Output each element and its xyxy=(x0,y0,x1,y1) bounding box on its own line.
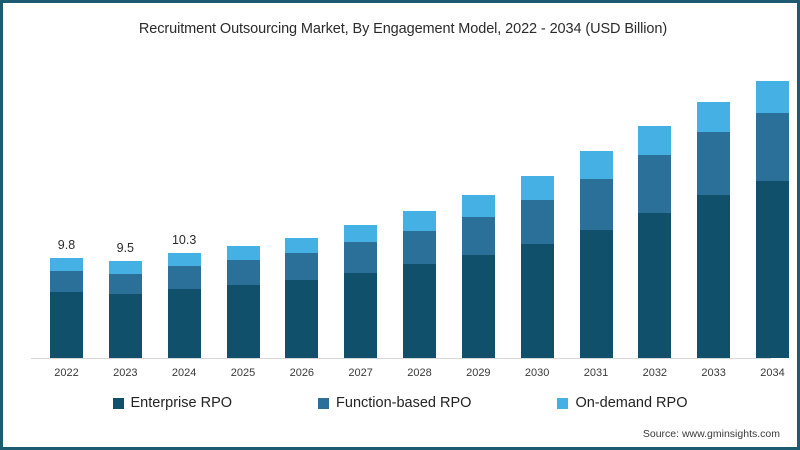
bar-stack xyxy=(285,237,319,358)
bar-segment-enterprise-rpo-2032[interactable] xyxy=(638,213,672,358)
bar-segment-enterprise-rpo-2034[interactable] xyxy=(756,180,789,358)
bar-segment-function-based-rpo-2033[interactable] xyxy=(697,132,731,196)
bar-value-label-2023: 9.5 xyxy=(116,241,135,256)
legend-swatch-icon xyxy=(318,397,330,409)
bar-column-2022[interactable]: 9.8 xyxy=(50,238,83,358)
bar-column-2023[interactable]: 9.5 xyxy=(108,241,142,358)
bar-column-2028[interactable] xyxy=(403,211,436,358)
x-tick-2030: 2030 xyxy=(524,367,550,379)
bar-column-2030[interactable] xyxy=(520,175,554,358)
bar-segment-enterprise-rpo-2027[interactable] xyxy=(344,272,378,358)
bar-value-label-2022: 9.8 xyxy=(57,238,76,253)
bar-segment-function-based-rpo-2026[interactable] xyxy=(285,253,319,280)
bar-column-2032[interactable] xyxy=(638,125,672,358)
legend-item-enterprise-rpo[interactable]: Enterprise RPO xyxy=(112,395,233,411)
bar-segment-function-based-rpo-2022[interactable] xyxy=(50,270,83,292)
bar-stack xyxy=(226,246,260,358)
bar-stack xyxy=(344,224,378,358)
source-attribution: Source: www.gminsights.com xyxy=(642,428,780,440)
bar-segment-function-based-rpo-2029[interactable] xyxy=(461,216,495,256)
bar-segment-function-based-rpo-2031[interactable] xyxy=(579,178,613,230)
x-tick-2029: 2029 xyxy=(466,367,491,379)
bar-stack xyxy=(108,261,142,358)
bar-segment-on-demand-rpo-2030[interactable] xyxy=(520,175,554,201)
legend-swatch-icon xyxy=(112,397,124,409)
legend-label: On-demand RPO xyxy=(575,395,688,411)
x-tick-2032: 2032 xyxy=(642,367,668,379)
legend-label: Function-based RPO xyxy=(336,395,472,411)
bar-column-2033[interactable] xyxy=(697,101,731,358)
bar-segment-enterprise-rpo-2028[interactable] xyxy=(403,264,436,358)
bar-stack xyxy=(638,125,672,358)
bar-segment-enterprise-rpo-2031[interactable] xyxy=(579,229,613,358)
bar-segment-on-demand-rpo-2024[interactable] xyxy=(167,253,201,267)
chart-title: Recruitment Outsourcing Market, By Engag… xyxy=(138,21,668,37)
bar-stack xyxy=(167,253,201,358)
bar-segment-enterprise-rpo-2022[interactable] xyxy=(50,291,83,358)
bar-column-2034[interactable] xyxy=(756,81,789,358)
bar-stack xyxy=(403,211,436,358)
bar-stack xyxy=(520,175,554,358)
bar-segment-function-based-rpo-2025[interactable] xyxy=(226,260,260,285)
x-tick-2023: 2023 xyxy=(113,367,138,379)
bar-segment-enterprise-rpo-2025[interactable] xyxy=(226,284,260,358)
bar-segment-enterprise-rpo-2026[interactable] xyxy=(285,279,319,358)
x-tick-2026: 2026 xyxy=(289,367,315,379)
bar-segment-function-based-rpo-2030[interactable] xyxy=(520,200,554,245)
x-tick-2025: 2025 xyxy=(230,367,256,379)
bar-column-2031[interactable] xyxy=(579,151,613,358)
bar-segment-on-demand-rpo-2025[interactable] xyxy=(226,246,260,261)
bar-segment-on-demand-rpo-2032[interactable] xyxy=(638,125,672,156)
bar-segment-function-based-rpo-2032[interactable] xyxy=(638,155,672,214)
bar-segment-on-demand-rpo-2022[interactable] xyxy=(50,258,83,271)
bar-segment-on-demand-rpo-2028[interactable] xyxy=(403,211,436,231)
bar-stack xyxy=(756,81,789,358)
bar-segment-on-demand-rpo-2031[interactable] xyxy=(579,151,613,179)
plot-area: 9.8 9.5 10.3 xyxy=(3,63,797,363)
legend-label: Enterprise RPO xyxy=(130,395,233,411)
bar-segment-function-based-rpo-2034[interactable] xyxy=(756,112,789,181)
bar-column-2027[interactable] xyxy=(344,224,378,358)
chart-legend: Enterprise RPO Function-based RPO On-deman… xyxy=(3,395,797,411)
bar-stack xyxy=(461,195,495,358)
x-tick-2028: 2028 xyxy=(407,367,432,379)
x-axis-tick-labels: 2022 2023 2024 2025 2026 2027 2028 2029 2030 2031… xyxy=(3,367,797,385)
bar-segment-on-demand-rpo-2027[interactable] xyxy=(344,224,378,242)
bar-segment-enterprise-rpo-2023[interactable] xyxy=(108,293,142,358)
bar-segment-on-demand-rpo-2034[interactable] xyxy=(756,81,789,113)
bar-segment-function-based-rpo-2028[interactable] xyxy=(403,230,436,265)
x-tick-2034: 2034 xyxy=(760,367,785,379)
bar-column-2024[interactable]: 10.3 xyxy=(167,233,201,358)
bar-value-label-2024: 10.3 xyxy=(171,233,197,248)
x-tick-2024: 2024 xyxy=(171,367,197,379)
legend-item-on-demand-rpo[interactable]: On-demand RPO xyxy=(557,395,687,411)
x-tick-2031: 2031 xyxy=(583,367,609,379)
bar-segment-function-based-rpo-2024[interactable] xyxy=(167,266,201,289)
bar-segment-on-demand-rpo-2023[interactable] xyxy=(108,261,142,274)
bar-segment-enterprise-rpo-2033[interactable] xyxy=(697,195,731,358)
bar-segment-on-demand-rpo-2029[interactable] xyxy=(461,195,495,217)
bar-column-2029[interactable] xyxy=(461,195,495,358)
legend-item-function-based-rpo[interactable]: Function-based RPO xyxy=(318,395,471,411)
bar-segment-function-based-rpo-2023[interactable] xyxy=(108,273,142,294)
bar-segment-function-based-rpo-2027[interactable] xyxy=(344,241,378,273)
bar-stack xyxy=(579,151,613,358)
x-axis-line xyxy=(31,358,771,359)
x-tick-2022: 2022 xyxy=(54,367,79,379)
bar-segment-enterprise-rpo-2024[interactable] xyxy=(167,288,201,358)
x-tick-2033: 2033 xyxy=(701,367,726,379)
bar-column-2026[interactable] xyxy=(285,237,319,358)
bar-segment-enterprise-rpo-2029[interactable] xyxy=(461,255,495,358)
bar-stack xyxy=(50,258,83,358)
bar-segment-on-demand-rpo-2026[interactable] xyxy=(285,237,319,254)
bar-column-2025[interactable] xyxy=(226,246,260,358)
legend-swatch-icon xyxy=(557,397,569,409)
bar-segment-enterprise-rpo-2030[interactable] xyxy=(520,244,554,358)
x-tick-2027: 2027 xyxy=(348,367,373,379)
bar-stack xyxy=(697,101,731,358)
bar-segment-on-demand-rpo-2033[interactable] xyxy=(697,101,731,133)
